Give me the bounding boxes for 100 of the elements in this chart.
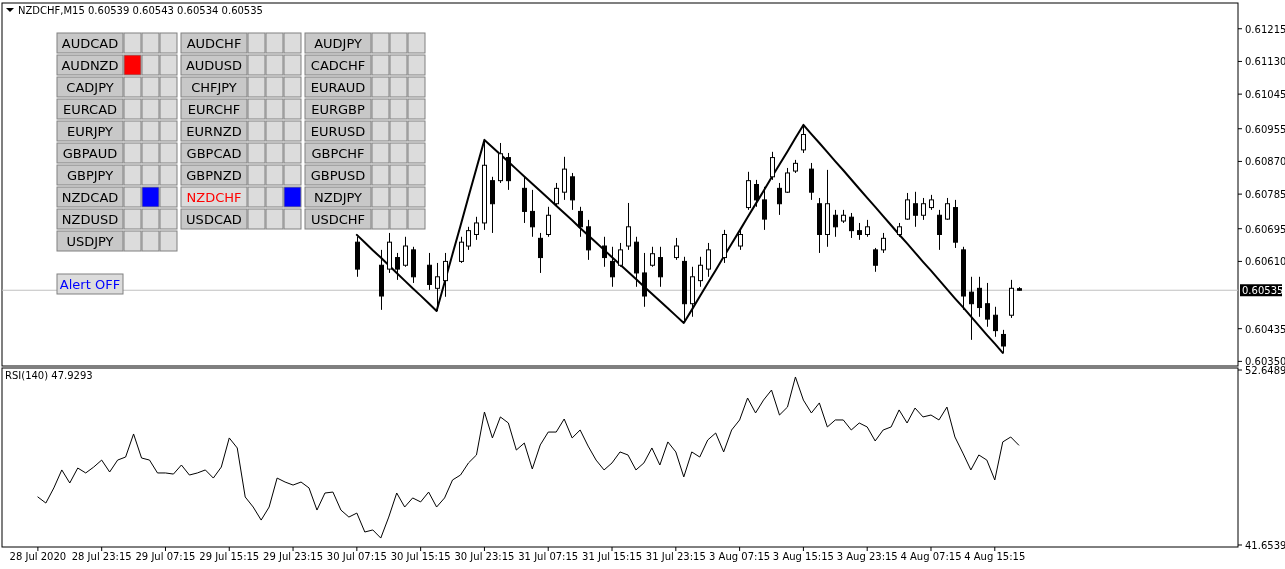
candlestick [538, 232, 543, 274]
candlestick [993, 306, 998, 338]
candlestick [586, 219, 591, 261]
x-tick-label: 3 Aug 07:15 [709, 551, 771, 562]
annotation: AUDCAD [61, 35, 119, 51]
currency-pair-button: CADJPY [56, 76, 124, 98]
chart-title: RSI(140) 47.9293 [5, 370, 93, 381]
currency-pair-button: EURCAD [56, 98, 124, 120]
candlestick [969, 276, 974, 341]
annotation: CADJPY [66, 79, 114, 95]
x-tick-label: 31 Jul 07:15 [518, 551, 579, 562]
candlestick [921, 197, 926, 221]
candlestick [985, 282, 990, 328]
candlestick [698, 256, 703, 288]
candlestick [554, 182, 559, 208]
candlestick [658, 246, 663, 288]
annotation: EURUSD [310, 123, 366, 139]
annotation: GBPUSD [310, 167, 366, 183]
annotation: GBPCAD [186, 145, 242, 161]
annotation: NZDCAD [61, 189, 119, 205]
y-tick-label: 0.61045 [1245, 89, 1285, 101]
currency-pair-button: AUDNZD [56, 54, 124, 76]
y-tick-label: 41.6539 [1245, 540, 1285, 551]
currency-pair-button: EURGBP [304, 98, 372, 120]
currency-pair-button: GBPJPY [56, 164, 124, 186]
x-tick-label: 29 Jul 07:15 [135, 551, 196, 562]
annotation: EURCHF [187, 101, 241, 117]
annotation: AUDCHF [186, 35, 242, 51]
candlestick [427, 252, 432, 291]
candlestick [873, 247, 878, 273]
annotation: GBPNZD [186, 167, 242, 183]
candlestick [762, 186, 767, 231]
x-tick-label: 28 Jul 2020 [9, 551, 67, 562]
candlestick [610, 246, 615, 288]
currency-pair-button: AUDCHF [180, 32, 248, 54]
currency-pair-button: GBPAUD [56, 142, 124, 164]
annotation: AUDUSD [185, 57, 243, 73]
candlestick [977, 276, 982, 318]
candlestick [522, 176, 527, 224]
currency-pair-button: AUDCAD [56, 32, 124, 54]
candlestick [570, 172, 575, 211]
candlestick [506, 152, 511, 191]
candlestick [913, 191, 918, 228]
candlestick [403, 236, 408, 268]
candlestick [490, 176, 495, 234]
x-tick-label: 4 Aug 15:15 [964, 551, 1026, 562]
currency-pair-button: AUDJPY [304, 32, 372, 54]
candlestick [395, 252, 400, 281]
candlestick [459, 236, 464, 264]
currency-pair-button: EURAUD [304, 76, 372, 98]
annotation: EURGBP [311, 101, 365, 117]
annotation: USDCAD [186, 211, 242, 227]
currency-pair-button: GBPNZD [180, 164, 248, 186]
y-tick-label: 0.61130 [1245, 56, 1285, 68]
y-tick-label: 0.60955 [1245, 123, 1285, 135]
currency-pair-button: USDJPY [56, 230, 124, 252]
candlestick [706, 242, 711, 278]
candlestick [562, 156, 567, 201]
y-tick-label: 0.60350 [1245, 356, 1285, 368]
currency-pair-button: NZDCHF [180, 186, 248, 208]
candlestick [770, 151, 775, 181]
currency-pair-button: GBPCHF [304, 142, 372, 164]
candlestick [905, 192, 910, 221]
x-tick-label: 31 Jul 23:15 [645, 551, 706, 562]
annotation: AUDNZD [61, 57, 119, 73]
annotation: AUDJPY [314, 35, 362, 51]
annotation: NZDCHF [186, 189, 242, 205]
currency-pair-button: NZDJPY [304, 186, 372, 208]
annotation: CADCHF [310, 57, 366, 73]
candlestick [650, 246, 655, 268]
candlestick [626, 202, 631, 251]
currency-pair-button: AUDUSD [180, 54, 248, 76]
candlestick [809, 162, 814, 201]
candlestick [602, 236, 607, 268]
candlestick [530, 189, 535, 238]
candlestick [443, 252, 448, 298]
candlestick [674, 237, 679, 261]
currency-pair-button: CHFJPY [180, 76, 248, 98]
y-tick-label: 0.60785 [1245, 189, 1285, 201]
candlestick [754, 179, 759, 208]
annotation: USDJPY [66, 233, 114, 249]
x-tick-label: 30 Jul 07:15 [326, 551, 387, 562]
currency-pair-button: CADCHF [304, 54, 372, 76]
candlestick [881, 232, 886, 254]
candlestick [937, 209, 942, 251]
annotation: EURAUD [310, 79, 366, 95]
currency-pair-button: NZDUSD [56, 208, 124, 230]
alert-button: Alert OFF [56, 273, 124, 295]
candlestick [785, 167, 790, 194]
candlestick [849, 212, 854, 239]
x-tick-label: 30 Jul 23:15 [454, 551, 515, 562]
candlestick [435, 262, 440, 312]
ref-line-label: 0.60535 [1242, 285, 1284, 297]
annotation: CHFJPY [191, 79, 237, 95]
currency-pair-button: EURUSD [304, 120, 372, 142]
x-tick-label: 4 Aug 07:15 [900, 551, 962, 562]
currency-pair-button: GBPCAD [180, 142, 248, 164]
y-tick-label: 0.61215 [1245, 23, 1285, 35]
y-tick-label: 0.60610 [1245, 256, 1285, 268]
candlestick [546, 206, 551, 238]
